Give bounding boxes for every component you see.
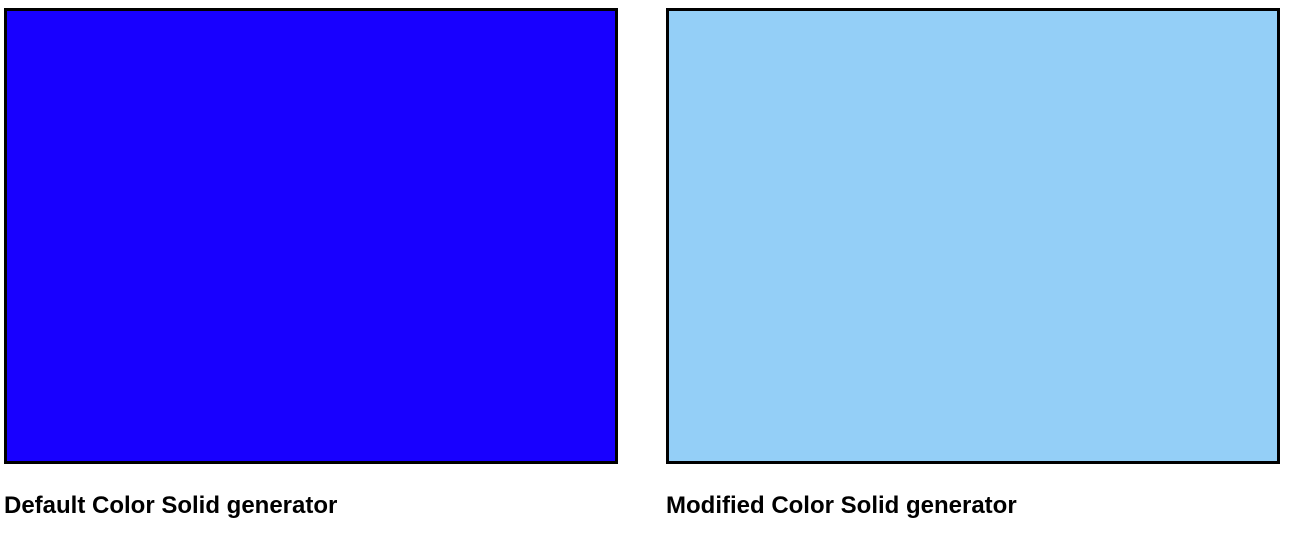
caption-modified: Modified Color Solid generator xyxy=(666,492,1280,520)
caption-default: Default Color Solid generator xyxy=(4,492,618,520)
panel-modified: Modified Color Solid generator xyxy=(666,8,1280,520)
panel-default: Default Color Solid generator xyxy=(4,8,618,520)
swatch-default xyxy=(4,8,618,464)
swatch-modified xyxy=(666,8,1280,464)
comparison-container: Default Color Solid generator Modified C… xyxy=(4,8,1286,520)
